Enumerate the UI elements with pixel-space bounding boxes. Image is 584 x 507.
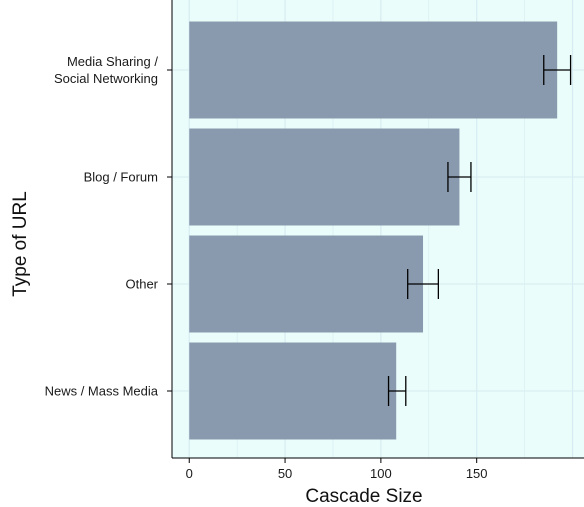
bar <box>189 128 460 226</box>
bar <box>189 342 397 440</box>
bars <box>189 21 558 440</box>
error-bar <box>407 269 440 299</box>
x-axis-title: Cascade Size <box>305 486 422 507</box>
bar <box>189 21 558 119</box>
bar <box>189 235 424 333</box>
x-tick-label: 150 <box>466 466 488 481</box>
y-tick-label: Media Sharing / <box>67 54 158 69</box>
y-axis-title: Type of URL <box>10 191 31 297</box>
axes <box>167 0 584 463</box>
y-tick-label: Other <box>125 277 158 292</box>
tick-labels: 0 50 100 150 Media Sharing / Social Networkin… <box>45 54 488 481</box>
y-tick-label: News / Mass Media <box>45 384 159 399</box>
error-bar <box>447 162 472 192</box>
x-tick-label: 50 <box>278 466 292 481</box>
x-tick-label: 0 <box>186 466 193 481</box>
error-bar <box>543 55 572 85</box>
x-tick-label: 100 <box>370 466 392 481</box>
error-bar <box>387 376 407 406</box>
y-tick-label: Social Networking <box>54 71 158 86</box>
error-bars <box>387 55 572 406</box>
y-tick-label: Blog / Forum <box>84 170 158 185</box>
